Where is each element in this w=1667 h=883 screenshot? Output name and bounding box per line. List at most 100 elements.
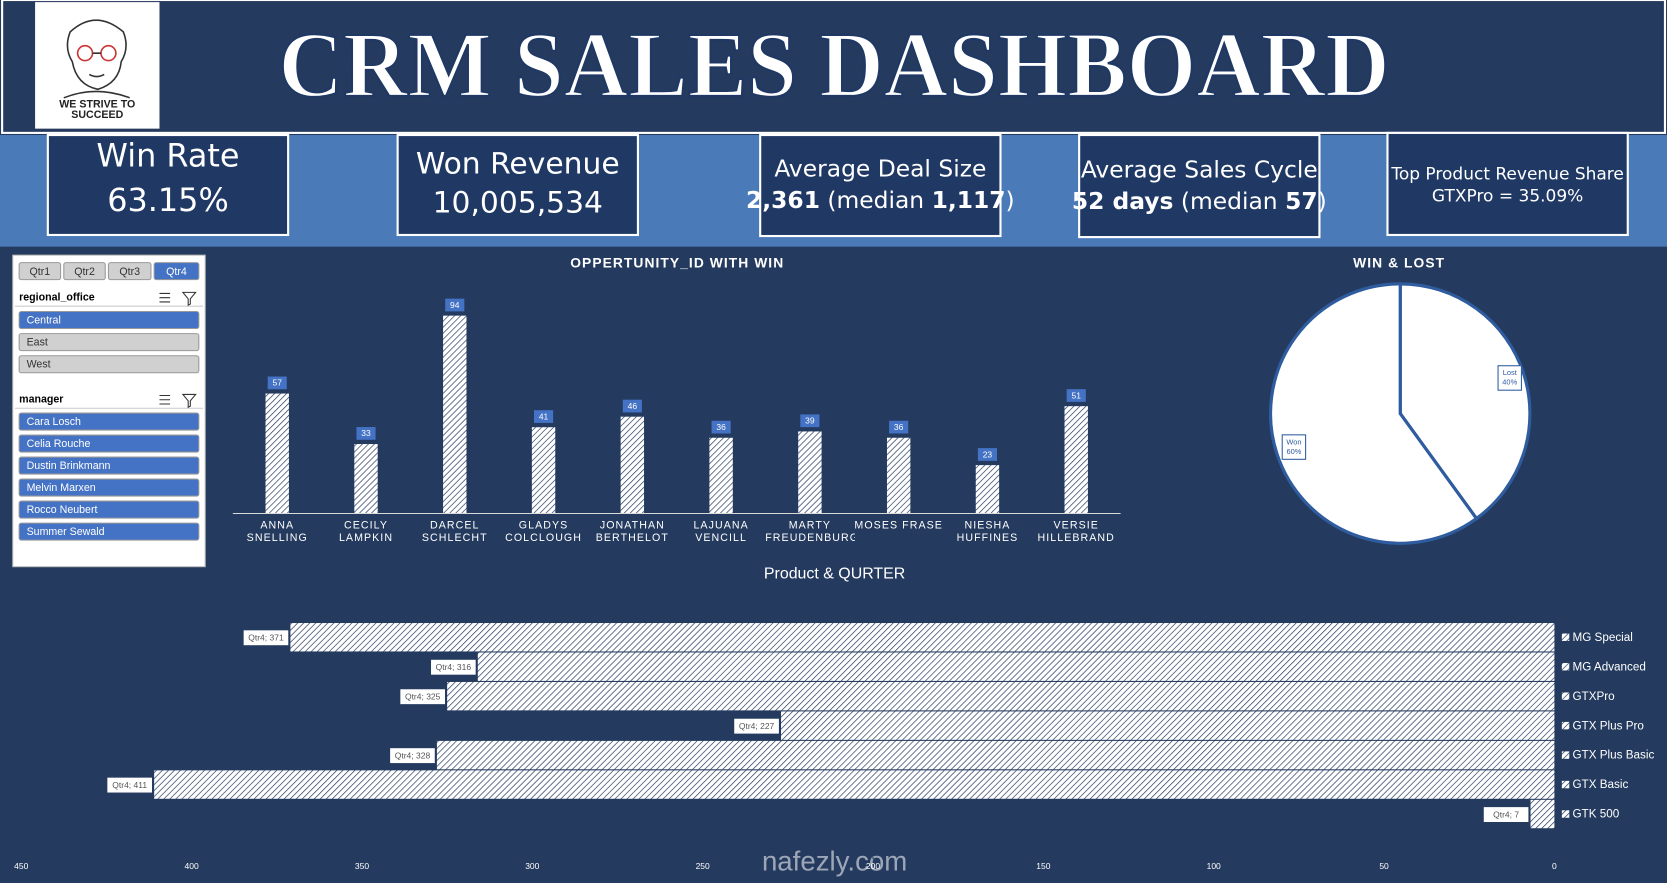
bar <box>154 770 1555 799</box>
quarter-button[interactable] <box>153 262 200 281</box>
data-label: 51 <box>1071 390 1081 400</box>
x-tick-label: 400 <box>185 861 199 871</box>
slicer-item[interactable] <box>18 500 200 519</box>
clear-filter-icon[interactable] <box>181 291 197 306</box>
data-label: 94 <box>450 300 460 310</box>
data-label-box <box>977 448 998 461</box>
slicer-item[interactable] <box>18 355 200 374</box>
quarter-button[interactable] <box>18 262 62 281</box>
kpi-label: Win Rate <box>96 136 239 174</box>
x-tick-label: JONATHAN BERTHELOT <box>595 519 669 545</box>
x-tick-label: 450 <box>14 861 28 871</box>
slicer-item-label: West <box>27 359 51 371</box>
bar <box>620 416 645 514</box>
quarter-button[interactable] <box>63 262 106 281</box>
data-label-box <box>800 414 820 428</box>
x-tick-label-box: VERSIE HILLEBRAND <box>1037 519 1115 545</box>
kpi-value: 10,005,534 <box>433 186 603 221</box>
quarter-label: Qtr1 <box>30 266 51 278</box>
x-tick-label: 250 <box>696 861 710 871</box>
logo-caption: WE STRIVE TO SUCCEED <box>59 99 136 122</box>
pie-label-value: 40% <box>1502 378 1517 387</box>
x-tick-label: 350 <box>355 861 369 871</box>
slicer-title: regional_office <box>19 292 95 304</box>
y-tick-label: GTX Plus Pro <box>1572 719 1644 732</box>
kpi-card <box>396 133 639 237</box>
slicer-item[interactable] <box>18 456 200 475</box>
kpi-card <box>1386 131 1629 237</box>
quarter-label: Qtr4 <box>166 266 187 278</box>
bar <box>436 740 1555 770</box>
bar <box>443 315 467 514</box>
slicer-item[interactable] <box>18 333 200 352</box>
data-label: 33 <box>361 428 371 438</box>
y-tick-label: GTK 500 <box>1572 808 1619 821</box>
chart-title: OPPERTUNITY_ID WITH WIN <box>570 254 784 270</box>
slicer-item-label: Rocco Neubert <box>27 504 98 516</box>
data-label: Qtr4; 7 <box>1493 809 1519 819</box>
y-tick-label: GTX Plus Basic <box>1572 749 1654 762</box>
slicer-item[interactable] <box>18 478 200 497</box>
bar <box>265 393 289 514</box>
quarter-label: Qtr3 <box>119 266 140 278</box>
x-tick-label: GLADYS COLCLOUGH <box>505 519 583 545</box>
quarter-button[interactable] <box>107 262 152 281</box>
kpi-value-part: ) <box>1006 185 1015 213</box>
bar <box>886 437 911 514</box>
pie-slice <box>1398 282 1532 521</box>
multi-select-icon[interactable] <box>159 292 171 303</box>
bar <box>290 623 1555 652</box>
bar <box>354 444 378 514</box>
data-label: Qtr4; 316 <box>436 662 472 672</box>
bar <box>447 681 1555 711</box>
data-label: Qtr4; 411 <box>112 780 147 790</box>
bar <box>975 465 1000 514</box>
logo-caption-box: WE STRIVE TO SUCCEED <box>59 99 136 122</box>
slicer-item-label: Summer Sewald <box>27 526 105 538</box>
kpi-value-part: (median <box>1173 187 1285 215</box>
y-tick-label: GTX Basic <box>1572 778 1628 791</box>
x-tick-label-box: ANNA SNELLING <box>246 519 308 545</box>
x-tick-label: NIESHA HUFFINES <box>956 519 1019 545</box>
slicer-item[interactable] <box>18 522 200 541</box>
data-label-box <box>533 410 554 423</box>
kpi-value-part: ) <box>1318 187 1327 215</box>
multi-select-icon[interactable] <box>159 394 171 405</box>
category-swatch <box>1561 662 1570 671</box>
data-label-box <box>1483 807 1529 823</box>
clear-filter-icon[interactable] <box>181 393 197 409</box>
x-tick-label: 150 <box>1036 861 1050 871</box>
data-label-box <box>107 777 153 793</box>
data-label: 23 <box>983 449 993 459</box>
slicer-item[interactable] <box>18 412 200 431</box>
data-label-box <box>889 420 909 434</box>
data-label-box <box>356 427 376 440</box>
data-label: 41 <box>539 411 549 421</box>
kpi-value: 63.15% <box>107 181 229 219</box>
category-swatch <box>1561 780 1570 789</box>
x-tick-label: VERSIE HILLEBRAND <box>1037 519 1115 545</box>
category-swatch <box>1561 721 1570 730</box>
slicer-item[interactable] <box>18 434 200 453</box>
kpi-value: 52 days (median 57) <box>1072 187 1327 215</box>
data-label-box <box>711 420 731 434</box>
category-swatch <box>1561 810 1570 818</box>
kpi-card <box>759 133 1002 238</box>
kpi-value-part: 1,117 <box>932 185 1006 213</box>
data-label: 39 <box>805 416 815 426</box>
x-tick-label: LAJUANA VENCILL <box>693 519 749 545</box>
slicer-item[interactable] <box>18 310 200 330</box>
x-tick-label-box: MOSES FRASE <box>854 520 941 532</box>
x-tick-label: CECILY LAMPKIN <box>338 519 394 545</box>
pie-slice <box>1268 282 1479 545</box>
data-label-box <box>445 298 465 312</box>
x-tick-label: ANNA SNELLING <box>246 519 308 545</box>
x-tick-label-box: GLADYS COLCLOUGH <box>505 519 583 545</box>
data-label-box <box>431 659 476 675</box>
x-tick-label: MARTY FREUDENBURG <box>765 519 855 545</box>
kpi-card <box>46 133 290 237</box>
data-label-box <box>243 630 289 646</box>
kpi-label: Average Deal Size <box>774 155 986 183</box>
data-label: Qtr4; 328 <box>395 750 431 760</box>
